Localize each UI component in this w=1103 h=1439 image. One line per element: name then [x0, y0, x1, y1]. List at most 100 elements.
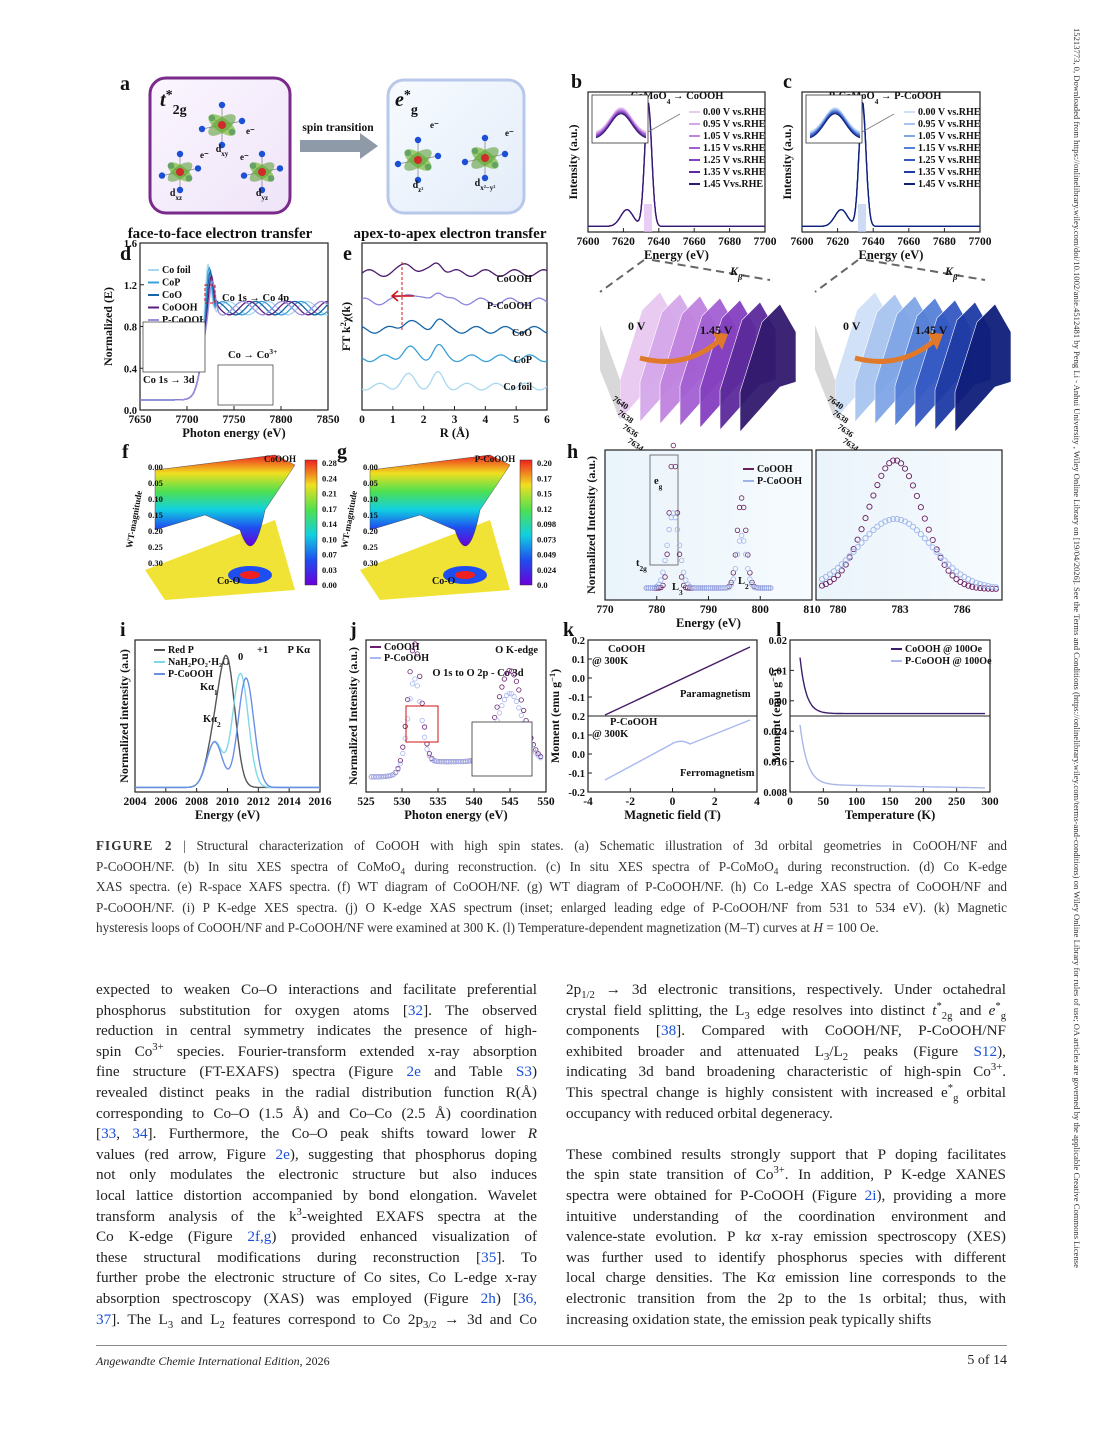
reference-link[interactable]: 33: [101, 1125, 117, 1143]
y-tick-label: 0.02: [769, 636, 787, 647]
x-tick-label: 2006: [154, 796, 177, 808]
oxygen-atom: [158, 172, 166, 179]
x-tick-label: 7620: [612, 236, 635, 248]
colorbar-tick: 0.07: [322, 550, 338, 560]
waterfall-label: Kβ': [944, 264, 960, 282]
orbital-box: [386, 78, 526, 215]
annotation: O K-edge: [495, 645, 538, 656]
x-tick-label: 7660: [683, 236, 706, 248]
reference-link[interactable]: 37: [96, 1310, 112, 1328]
text-run: during reconstruction. (d) Co K-edge: [778, 858, 1007, 874]
spectrum-point: [656, 581, 662, 588]
spectrum-point: [757, 585, 763, 591]
spectrum-point: [732, 552, 739, 558]
reference-link[interactable]: S3: [515, 1063, 532, 1081]
y-tick-label: 0.4: [124, 364, 138, 375]
spectrum-point: [743, 527, 749, 533]
oxygen-atom: [176, 150, 184, 158]
spectrum-point: [458, 758, 464, 765]
reference-link[interactable]: 2h: [480, 1289, 496, 1307]
text-line: This spectral change is highly consisten…: [566, 1083, 1006, 1104]
arrow: [300, 133, 378, 159]
legend-label: 1.05 V vs.RHE: [918, 131, 981, 142]
zoom-point: [909, 482, 917, 489]
x-tick-label: 7680: [718, 236, 741, 248]
spectrum-point: [668, 514, 674, 521]
panel-letter: g: [337, 441, 347, 463]
spectrum-point: [518, 712, 524, 718]
spectrum-point: [755, 585, 761, 591]
reference-link[interactable]: 35: [481, 1248, 497, 1266]
text-line: FIGURE 2 | Structural characterization o…: [96, 836, 1007, 857]
zoom-point: [826, 578, 833, 585]
y-axis-title: Normalized (E): [101, 287, 115, 366]
spectrum-point: [450, 758, 457, 765]
text-line: [33, 34]. Furthermore, the Co–O peak shi…: [96, 1124, 537, 1145]
text-run: → 3d and Co: [436, 1310, 537, 1328]
text-run: 4: [400, 866, 406, 877]
spectrum-point: [499, 684, 505, 690]
zoom-point: [961, 581, 968, 588]
x-tick-label: 7640: [647, 236, 670, 248]
zoom-point: [858, 539, 865, 546]
text-run: local lattice distortion accompanied by …: [96, 1186, 537, 1204]
spectrum-point: [380, 773, 387, 780]
legend-label: 0.95 V vs.RHE: [703, 119, 766, 130]
mt-line: [799, 724, 985, 789]
x-tick-label: 200: [915, 796, 933, 808]
panel-letter: d: [120, 243, 131, 265]
reference-link[interactable]: 36,: [518, 1289, 537, 1307]
x-tick-label: 50: [818, 796, 830, 808]
text-line: corresponding to Co–O (1.5 Å) and Co–Co …: [96, 1104, 537, 1125]
wt-label: CoOOH: [264, 454, 296, 464]
reference-link[interactable]: 38: [660, 1022, 677, 1040]
legend-label: 0.00 V vs.RHE: [703, 107, 766, 118]
reference-link[interactable]: 2e: [406, 1063, 421, 1081]
text-run: 3: [679, 588, 683, 597]
text-line: absorption spectroscopy (XAS) was employ…: [96, 1289, 537, 1310]
series-label: Co foil: [503, 382, 532, 393]
caption-label: face-to-face electron transfer: [128, 226, 313, 242]
annotation: Paramagnetism: [680, 689, 751, 700]
y-tick-label: 0.00: [769, 697, 787, 708]
reference-link[interactable]: 2i: [864, 1186, 877, 1204]
x-tick-label: 7680: [933, 236, 956, 248]
inset-frame: [591, 94, 649, 144]
colorbar-tick: 0.098: [537, 519, 556, 529]
text-run: L: [738, 576, 745, 587]
text-run: XAS spectra. (e) R-space XAFS spectra. (…: [96, 879, 1007, 894]
colorbar-tick: 0.15: [537, 489, 552, 499]
text-run: P-CoOOH/NF. (i) P K-edge XES spectra. (j…: [96, 899, 1007, 915]
zoom-point: [842, 561, 849, 568]
spectrum-point: [506, 667, 512, 674]
text-line: transform analysis of the k3-weighted EX…: [96, 1207, 537, 1228]
y-axis-title: Moment (emu g−1): [769, 669, 784, 763]
text-run: ]. To: [496, 1248, 537, 1266]
inset-line: [809, 112, 861, 138]
x-axis-title: Energy (eV): [195, 808, 260, 822]
text-line: was further used to identify phosphorus …: [566, 1248, 1006, 1269]
wt-tick: 0.25: [363, 542, 378, 552]
spectrum-point: [537, 755, 544, 761]
text-run: K: [729, 264, 739, 278]
annotation: +1: [257, 645, 268, 656]
electron: e⁻: [430, 120, 439, 130]
reference-link[interactable]: 2e: [275, 1145, 290, 1163]
y-tick-label: 0.0: [572, 750, 585, 761]
wt-tick: 0.05: [363, 478, 378, 488]
reference-link[interactable]: S12: [973, 1042, 998, 1060]
y-tick-label: 0.024: [763, 727, 787, 738]
reference-link[interactable]: 2f,g: [247, 1228, 272, 1246]
text-run: → P-CoOOH: [878, 91, 941, 102]
text-run: 2: [339, 322, 348, 326]
text-run: ): [531, 1063, 537, 1081]
spectrum-point: [701, 585, 708, 591]
reference-link[interactable]: 32: [407, 1001, 424, 1019]
spectrum-point: [672, 463, 679, 470]
reference-link[interactable]: 34: [132, 1125, 148, 1143]
wt-tick: 0.20: [363, 526, 378, 536]
callout-line: [647, 113, 681, 133]
inset-line: [809, 108, 861, 134]
text-run: indicating 3d band broadening characteri…: [566, 1063, 991, 1081]
